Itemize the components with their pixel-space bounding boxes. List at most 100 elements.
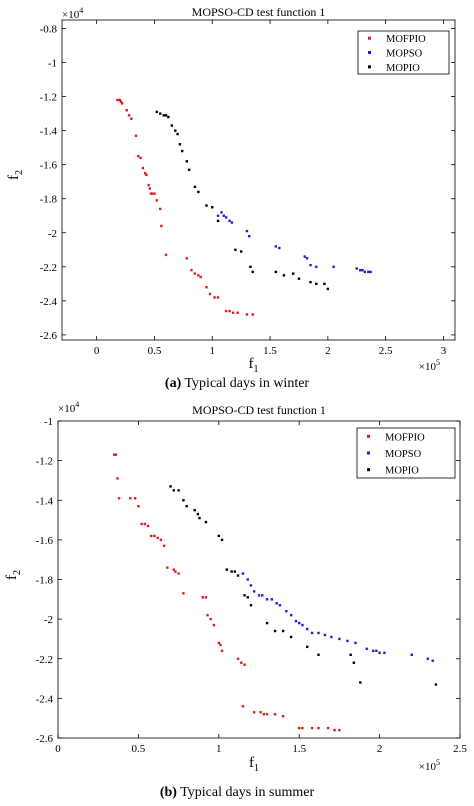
data-point [273,629,277,633]
data-point [275,602,278,605]
chart-title: MOPSO-CD test function 1 [192,5,326,19]
y-tick-label: -2.6 [36,733,54,745]
data-point [174,129,177,132]
data-point [305,257,309,260]
x-tick-label: 1.5 [263,345,277,357]
data-point [172,489,175,492]
y-tick-label: -1.2 [36,456,53,468]
data-point [156,536,159,540]
data-point [355,267,358,270]
legend-box [356,427,456,479]
data-point [216,219,220,223]
y-tick-label: -1.4 [40,126,58,138]
data-point [315,265,318,269]
data-point [249,604,253,607]
data-point [150,534,153,538]
data-point [317,653,320,656]
legend: MOFPIO MOPSO MOPIO [357,30,450,75]
x-tick-label: 0 [55,743,61,755]
data-point [410,653,413,656]
y-tick-label: -2.4 [40,296,58,308]
legend-label: MOPIO [386,63,420,74]
data-point [431,659,434,662]
legend-marker [367,434,370,438]
x-tick-label: 2.5 [379,345,393,357]
data-point [298,621,301,625]
data-point [338,728,341,732]
y-tick-label: -1.6 [40,160,58,172]
data-point [193,508,196,512]
data-point [332,265,335,269]
data-point [198,516,201,520]
data-point [167,115,170,119]
data-point [116,98,119,102]
data-point [164,114,168,117]
data-point [265,598,269,601]
series-mofpio [116,98,254,316]
data-point [367,270,370,274]
data-point [278,246,281,250]
legend-label: MOFPIO [385,432,425,443]
legend-marker [368,65,371,69]
data-point [246,578,249,581]
data-point [205,286,208,289]
data-point [233,570,237,573]
data-point [281,629,285,633]
data-point [234,248,237,251]
data-point [323,633,327,637]
x-tick-label: 2.5 [453,743,467,755]
y-tick-label: -0.8 [40,24,58,36]
data-point [137,504,140,508]
chart-panel-b: MOPSO-CD test function 1 0 0.5 1 1.5 2 2.5 -1 -1… [4,400,467,800]
data-point [212,623,216,627]
data-point [119,100,123,103]
data-point [130,117,133,120]
data-point [252,711,256,714]
x-tick-label: 2 [325,345,331,357]
data-point [323,282,326,286]
data-point [285,610,288,613]
data-point [201,596,204,599]
y-tick-label: -2.2 [40,262,57,274]
data-point [383,651,386,655]
data-point [274,270,278,274]
data-point [278,604,282,607]
data-point [361,269,364,272]
data-point [141,166,145,170]
data-point [289,635,293,639]
data-point [298,726,301,730]
data-point [148,187,152,190]
data-point [208,292,212,296]
data-point [162,114,165,117]
x-tick-label: 0.5 [148,345,162,357]
data-point [239,250,243,253]
y-tick-label: -2.4 [36,693,54,705]
data-point [259,711,262,714]
data-point [294,619,298,623]
data-point [193,272,197,275]
data-point [118,98,121,102]
data-point [228,309,231,313]
y-tick-label: -1.8 [40,194,58,206]
chart-panel-a: MOPSO-CD test function 1 0 0.5 1 1.5 2 2.5 3 -0.… [6,5,456,391]
data-point [177,489,180,492]
data-point [369,270,372,274]
series-mopio [155,110,330,291]
series-mofpio [113,453,341,732]
data-point [375,649,378,653]
x-multiplier: ×105 [419,758,440,773]
data-point [230,221,234,224]
data-point [114,453,118,456]
data-point [174,570,177,573]
data-point [217,641,220,645]
x-multiplier: ×105 [419,358,440,373]
data-point [116,477,119,480]
data-point [133,497,137,500]
y-tick-label: -2.6 [40,330,58,342]
y-tick-label: -1 [48,58,57,70]
data-point [216,296,220,299]
data-point [181,149,184,153]
y-tick-label: -1 [44,416,53,428]
data-point [317,726,320,730]
data-point [170,124,174,127]
